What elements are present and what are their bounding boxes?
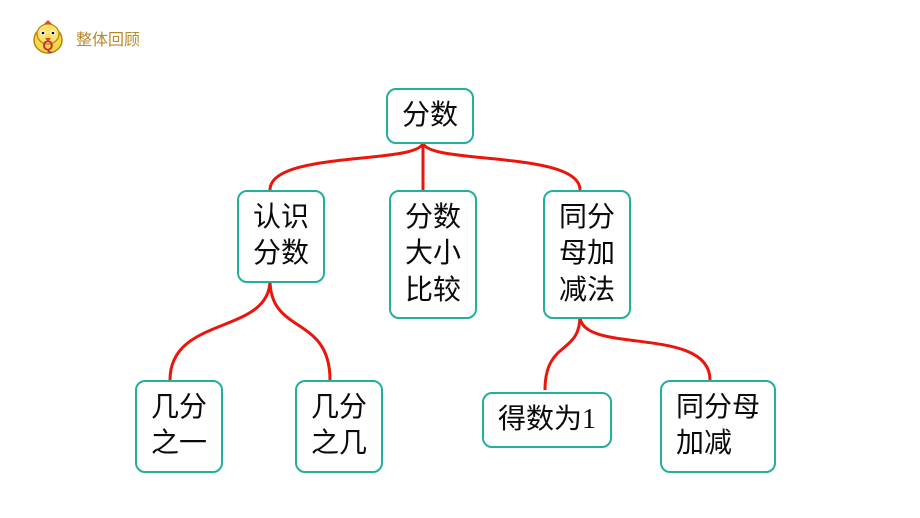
- node-label: 得数为1: [498, 404, 596, 435]
- node-same-denominator-ops: 同分母加减法: [543, 190, 631, 319]
- svg-text:Q: Q: [43, 37, 54, 53]
- node-root: 分数: [386, 88, 474, 144]
- node-unit-fraction: 几分之一: [135, 380, 223, 473]
- node-label: 分数大小比较: [405, 202, 461, 306]
- node-label: 同分母加减法: [559, 202, 615, 306]
- node-label: 同分母加减: [676, 392, 760, 459]
- chick-q-icon: Q: [30, 20, 66, 56]
- node-label: 几分之一: [151, 392, 207, 459]
- node-result-one: 得数为1: [482, 392, 612, 448]
- node-recognize-fractions: 认识分数: [237, 190, 325, 283]
- page-title: 整体回顾: [76, 26, 140, 50]
- node-same-denom-addsub: 同分母加减: [660, 380, 776, 473]
- node-compare-fractions: 分数大小比较: [389, 190, 477, 319]
- node-general-fraction: 几分之几: [295, 380, 383, 473]
- page-header: Q 整体回顾: [30, 20, 140, 56]
- node-label: 认识分数: [253, 202, 309, 269]
- node-label: 几分之几: [311, 392, 367, 459]
- node-label: 分数: [402, 100, 458, 131]
